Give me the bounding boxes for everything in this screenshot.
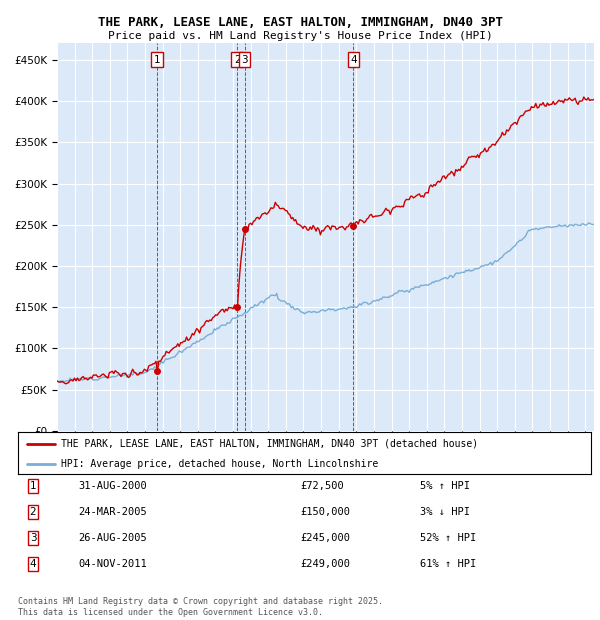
Text: 1: 1 <box>29 481 37 491</box>
Text: THE PARK, LEASE LANE, EAST HALTON, IMMINGHAM, DN40 3PT (detached house): THE PARK, LEASE LANE, EAST HALTON, IMMIN… <box>61 438 478 448</box>
Text: Contains HM Land Registry data © Crown copyright and database right 2025.
This d: Contains HM Land Registry data © Crown c… <box>18 598 383 617</box>
Text: 4: 4 <box>350 55 357 65</box>
Text: 3: 3 <box>241 55 248 65</box>
Text: 2: 2 <box>234 55 241 65</box>
Text: 61% ↑ HPI: 61% ↑ HPI <box>420 559 476 569</box>
Text: 1: 1 <box>154 55 160 65</box>
Text: £245,000: £245,000 <box>300 533 350 543</box>
Text: 24-MAR-2005: 24-MAR-2005 <box>78 507 147 517</box>
Text: 52% ↑ HPI: 52% ↑ HPI <box>420 533 476 543</box>
Text: 3: 3 <box>29 533 37 543</box>
Text: HPI: Average price, detached house, North Lincolnshire: HPI: Average price, detached house, Nort… <box>61 459 378 469</box>
Text: 2: 2 <box>29 507 37 517</box>
Text: 5% ↑ HPI: 5% ↑ HPI <box>420 481 470 491</box>
Text: 3% ↓ HPI: 3% ↓ HPI <box>420 507 470 517</box>
Text: THE PARK, LEASE LANE, EAST HALTON, IMMINGHAM, DN40 3PT: THE PARK, LEASE LANE, EAST HALTON, IMMIN… <box>97 16 503 29</box>
Text: £72,500: £72,500 <box>300 481 344 491</box>
Text: 31-AUG-2000: 31-AUG-2000 <box>78 481 147 491</box>
Text: 4: 4 <box>29 559 37 569</box>
Text: 26-AUG-2005: 26-AUG-2005 <box>78 533 147 543</box>
Text: 04-NOV-2011: 04-NOV-2011 <box>78 559 147 569</box>
Text: £249,000: £249,000 <box>300 559 350 569</box>
Text: Price paid vs. HM Land Registry's House Price Index (HPI): Price paid vs. HM Land Registry's House … <box>107 31 493 41</box>
Text: £150,000: £150,000 <box>300 507 350 517</box>
